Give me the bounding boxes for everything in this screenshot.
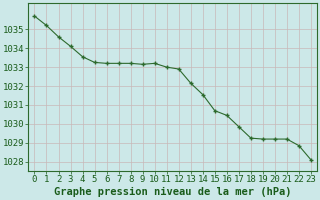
X-axis label: Graphe pression niveau de la mer (hPa): Graphe pression niveau de la mer (hPa) <box>54 187 292 197</box>
